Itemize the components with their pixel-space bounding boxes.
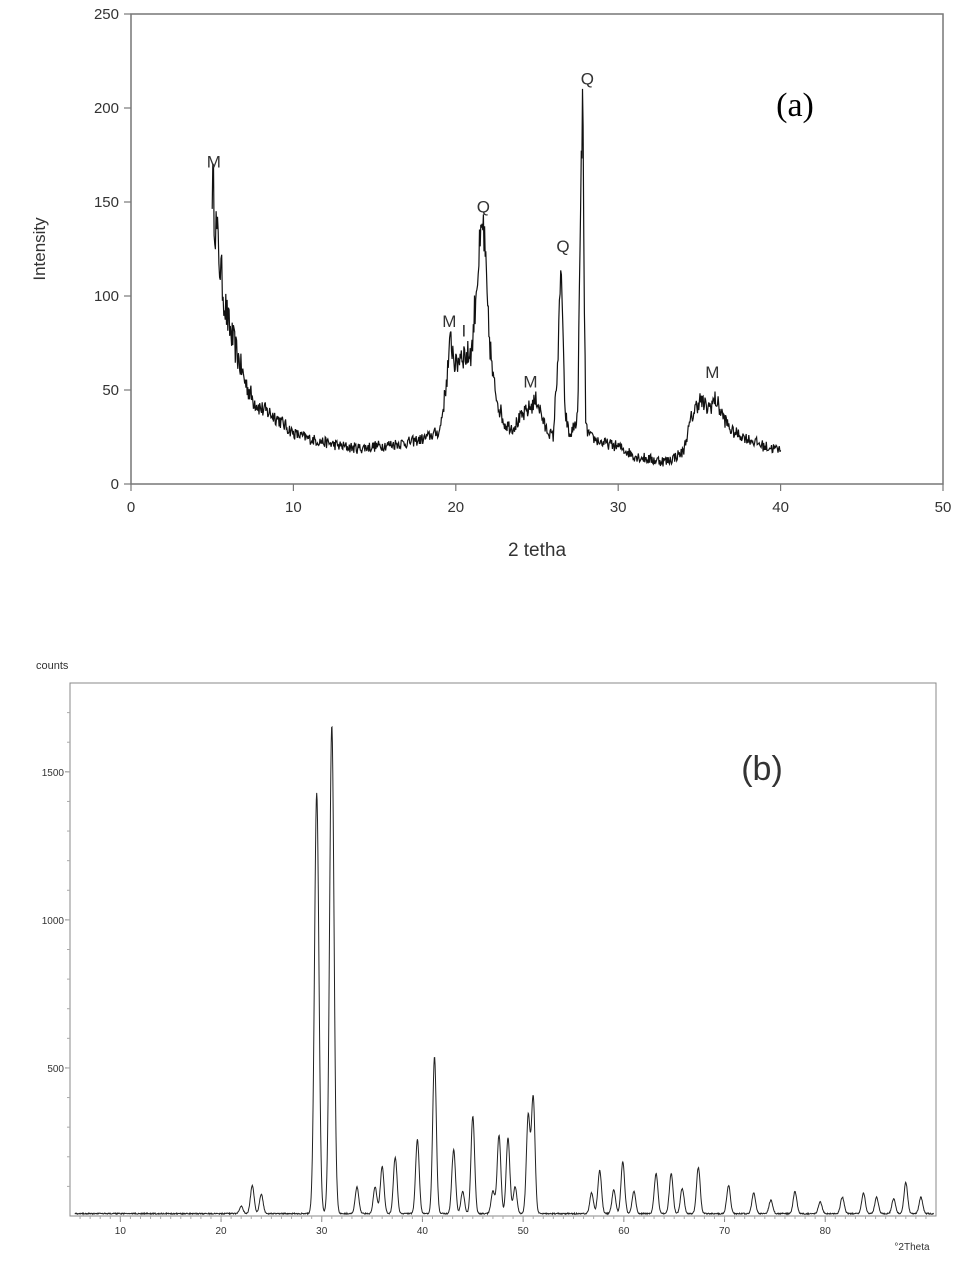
chart-a-y-tick-label: 150	[94, 194, 119, 211]
chart-b-x-axis: 10 20 30 40 50 60 70 80	[79, 1216, 927, 1237]
chart-b-x-axis-label: °2Theta	[894, 1242, 930, 1253]
chart-a-peak-label: I	[462, 322, 467, 341]
chart-b-x-tick-label: 80	[820, 1226, 832, 1237]
chart-a-x-axis-label: 2 tetha	[508, 540, 567, 561]
chart-a-peak-label: M	[207, 152, 221, 171]
chart-b: 500 1000 1500 10 20 30 40 50 60 70 80 counts °2Th…	[36, 660, 937, 1253]
chart-b-panel-label: (b)	[741, 750, 783, 788]
chart-b-x-tick-label: 60	[618, 1226, 630, 1237]
chart-b-y-tick-label: 1500	[42, 768, 65, 779]
chart-a-x-tick-label: 30	[610, 499, 627, 516]
chart-b-x-tick-label: 30	[316, 1226, 328, 1237]
chart-a-y-axis-label: Intensity	[30, 217, 49, 281]
chart-a-x-tick-label: 0	[127, 499, 135, 516]
chart-b-x-tick-label: 50	[518, 1226, 530, 1237]
chart-b-y-tick-label: 500	[47, 1064, 64, 1075]
chart-a-y-tick-label: 0	[111, 476, 119, 493]
chart-a-x-tick-label: 50	[935, 499, 952, 516]
chart-a-plot-frame	[130, 13, 944, 485]
chart-a-y-tick-label: 250	[94, 6, 119, 23]
chart-a-peak-label: Q	[477, 198, 490, 217]
chart-b-x-tick-label: 70	[719, 1226, 731, 1237]
chart-a-peak-label: Q	[581, 70, 594, 89]
chart-b-x-tick-label: 20	[215, 1226, 227, 1237]
chart-b-series-line	[74, 725, 934, 1216]
chart-a-y-tick-label: 100	[94, 288, 119, 305]
chart-a-x-tick-label: 10	[285, 499, 302, 516]
chart-a-x-tick-label: 20	[447, 499, 464, 516]
chart-b-y-axis: 500 1000 1500	[42, 712, 70, 1187]
chart-b-x-tick-label: 40	[417, 1226, 429, 1237]
chart-a-x-tick-label: 40	[772, 499, 789, 516]
chart-a-y-tick-label: 200	[94, 100, 119, 117]
chart-b-y-tick-label: 1000	[42, 916, 65, 927]
chart-b-plot-frame	[69, 682, 937, 1217]
chart-a-peak-label: M	[523, 372, 537, 391]
chart-a-panel-label: (a)	[776, 87, 814, 124]
chart-a-peak-label: Q	[556, 237, 569, 256]
chart-a-y-tick-label: 50	[102, 382, 119, 399]
chart-a-y-axis: 0 50 100 150 200 250	[94, 6, 131, 493]
chart-b-y-axis-label: counts	[36, 660, 69, 672]
chart-a-series-line	[211, 88, 782, 467]
chart-b-x-tick-label: 10	[115, 1226, 127, 1237]
chart-a-peak-label: M	[442, 312, 456, 331]
chart-a-peak-label: M	[705, 363, 719, 382]
chart-a-x-axis: 0 10 20 30 40 50	[127, 484, 952, 516]
